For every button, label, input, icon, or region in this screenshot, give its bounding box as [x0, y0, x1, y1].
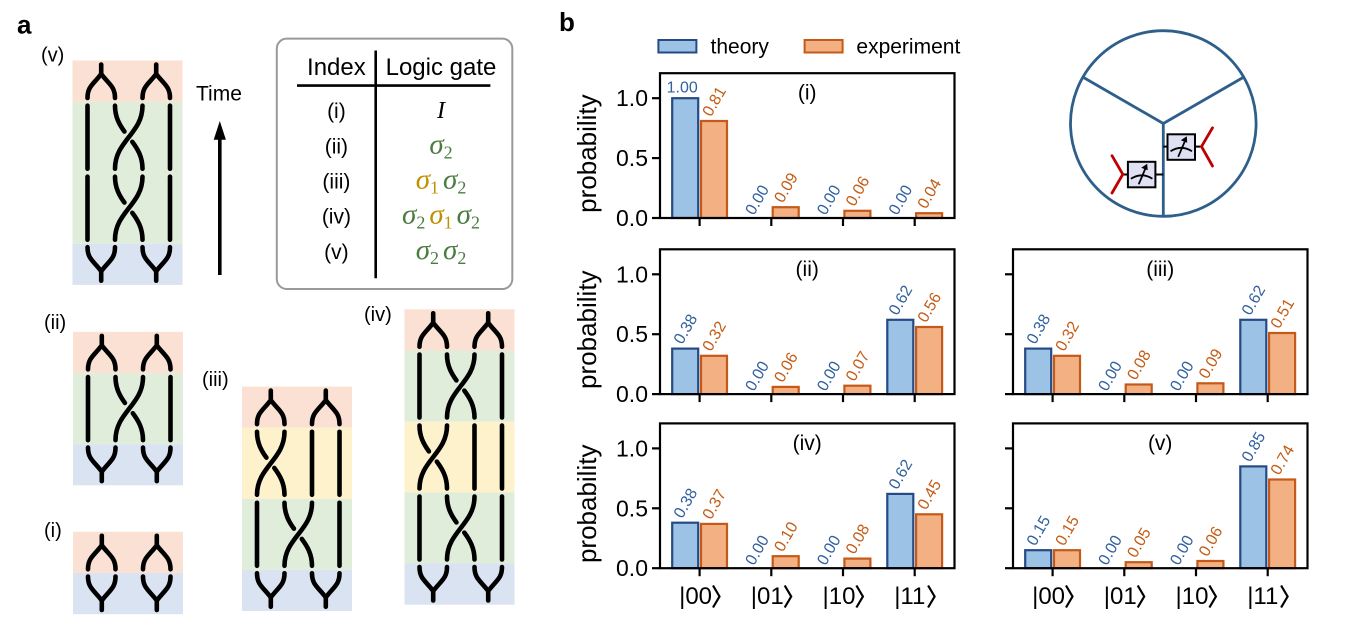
svg-text:0.5: 0.5 — [616, 495, 648, 521]
svg-text:Index: Index — [307, 54, 366, 81]
svg-text:1.00: 1.00 — [667, 80, 698, 97]
svg-text:(ii): (ii) — [44, 312, 66, 334]
svg-text:Logic gate: Logic gate — [386, 54, 497, 81]
svg-text:(i): (i) — [44, 520, 62, 542]
svg-text:b: b — [559, 7, 575, 37]
svg-text:|00: |00 — [679, 583, 712, 610]
svg-text:Time: Time — [196, 83, 242, 106]
svg-text:a: a — [17, 10, 32, 40]
svg-text:(v): (v) — [41, 45, 64, 67]
svg-text:probability: probability — [572, 94, 602, 213]
svg-text:(iv): (iv) — [322, 206, 351, 229]
svg-text:(v): (v) — [324, 241, 349, 264]
svg-text:experiment: experiment — [856, 36, 960, 59]
svg-text:(i): (i) — [798, 82, 817, 105]
svg-text:(iv): (iv) — [364, 304, 392, 326]
svg-text:probability: probability — [572, 270, 602, 389]
svg-text:(iv): (iv) — [793, 432, 822, 455]
svg-text:|11: |11 — [1247, 583, 1278, 610]
svg-text:(i): (i) — [327, 100, 346, 123]
svg-text:(iii): (iii) — [322, 170, 350, 193]
svg-text:0.0: 0.0 — [616, 205, 648, 231]
svg-text:|00: |00 — [1032, 583, 1065, 610]
svg-text:0.0: 0.0 — [616, 555, 648, 581]
svg-text:(iii): (iii) — [1146, 258, 1174, 281]
svg-text:I: I — [436, 98, 446, 124]
svg-text:1.0: 1.0 — [616, 261, 648, 287]
svg-text:1.0: 1.0 — [616, 435, 648, 461]
svg-text:|11: |11 — [894, 583, 925, 610]
svg-text:0.5: 0.5 — [616, 145, 648, 171]
svg-text:|10: |10 — [823, 583, 856, 610]
svg-text:0.0: 0.0 — [616, 381, 648, 407]
svg-text:(ii): (ii) — [796, 258, 819, 281]
svg-text:(v): (v) — [1148, 432, 1173, 455]
svg-text:(iii): (iii) — [202, 369, 229, 391]
svg-text:probability: probability — [572, 445, 602, 564]
svg-text:|01: |01 — [1104, 583, 1137, 610]
svg-text:0.5: 0.5 — [616, 321, 648, 347]
svg-text:|01: |01 — [751, 583, 784, 610]
svg-text:1.0: 1.0 — [616, 85, 648, 111]
svg-text:|10: |10 — [1176, 583, 1209, 610]
svg-text:σ2: σ2 — [429, 128, 452, 162]
svg-text:(ii): (ii) — [325, 135, 348, 158]
svg-text:theory: theory — [711, 36, 770, 59]
